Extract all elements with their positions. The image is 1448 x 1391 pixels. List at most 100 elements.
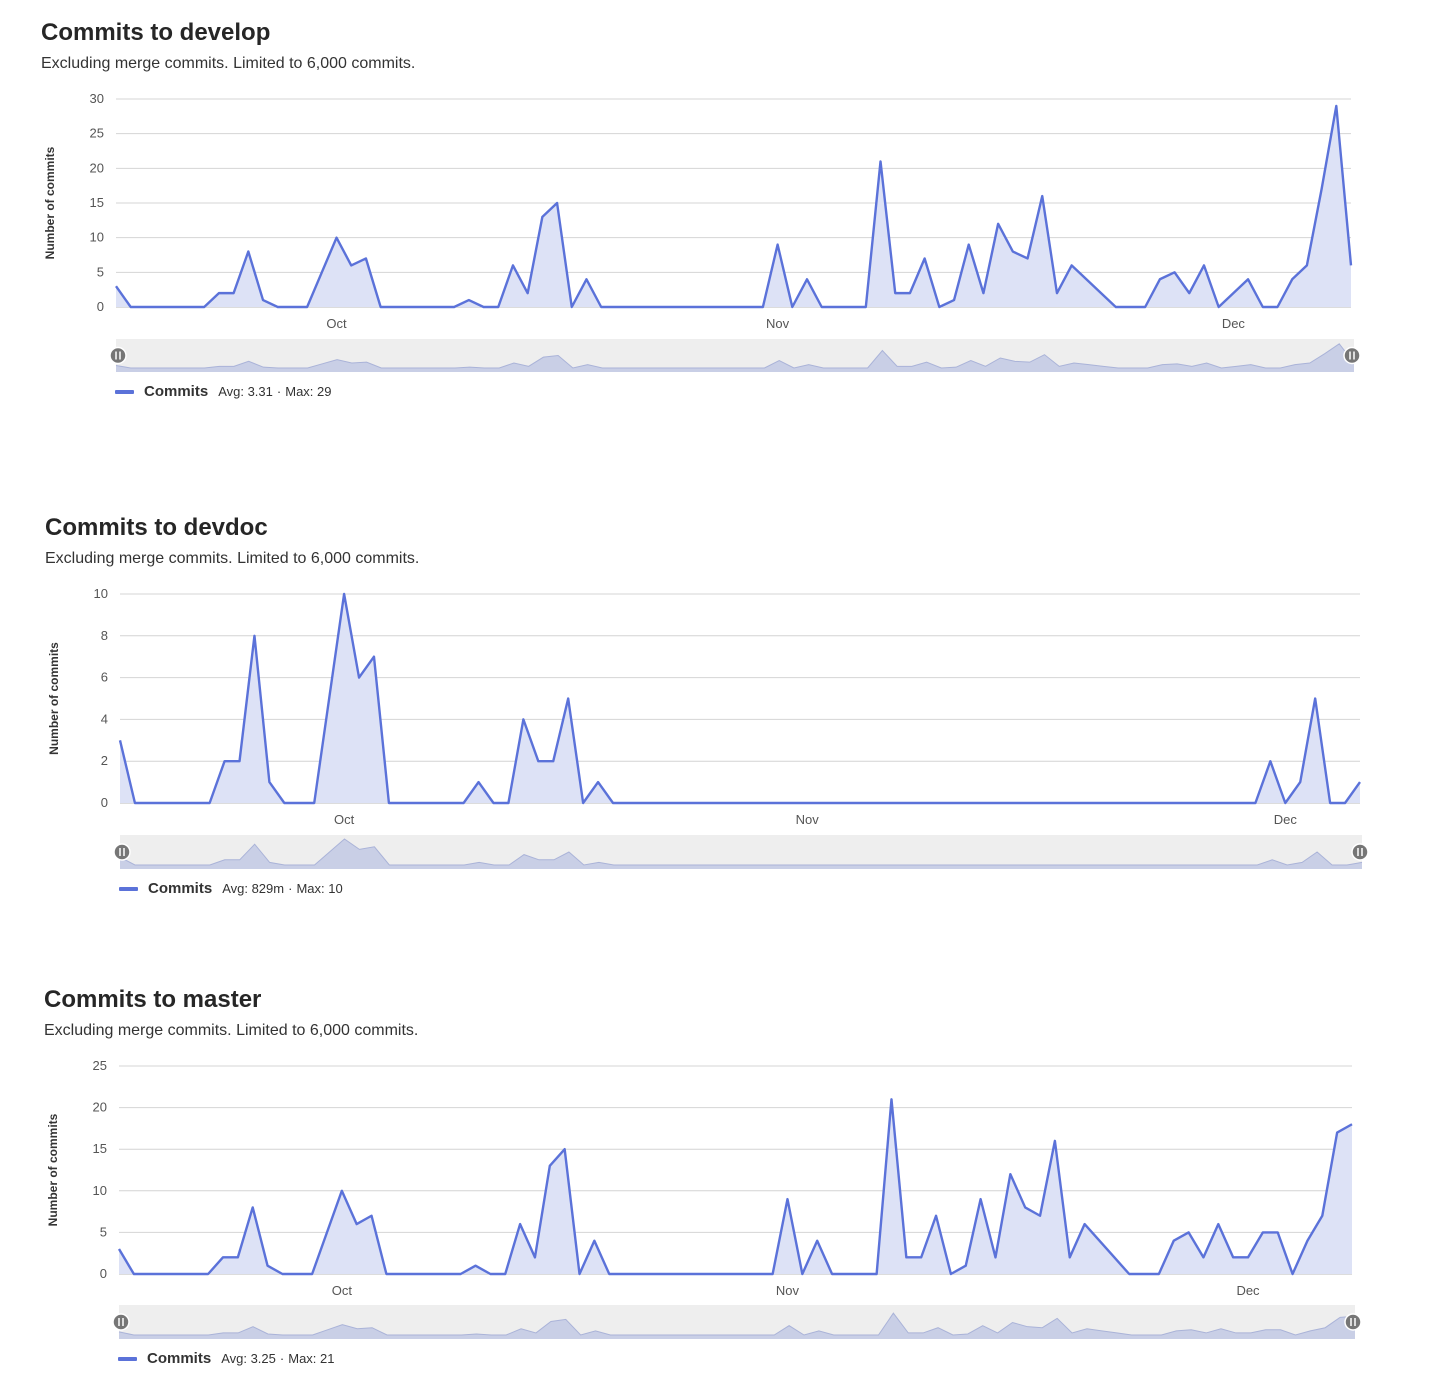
data-point[interactable] xyxy=(694,1270,702,1278)
data-point[interactable] xyxy=(991,1253,999,1261)
data-point[interactable] xyxy=(338,1187,346,1195)
data-point[interactable] xyxy=(783,1195,791,1203)
legend-series-name[interactable]: Commits xyxy=(144,383,209,400)
data-point[interactable] xyxy=(1289,1270,1297,1278)
data-point[interactable] xyxy=(501,1270,509,1278)
data-point[interactable] xyxy=(1199,1253,1207,1261)
series-line[interactable] xyxy=(115,104,1353,309)
data-point[interactable] xyxy=(1333,1129,1341,1137)
data-point[interactable] xyxy=(813,1237,821,1245)
data-point[interactable] xyxy=(308,1270,316,1278)
legend[interactable]: Commits Avg: 3.25 · Max: 21 xyxy=(118,1350,334,1367)
data-point[interactable] xyxy=(1036,1212,1044,1220)
data-point[interactable] xyxy=(724,1270,732,1278)
data-point[interactable] xyxy=(546,1162,554,1170)
data-point[interactable] xyxy=(160,1270,168,1278)
data-point[interactable] xyxy=(174,1270,182,1278)
data-point[interactable] xyxy=(1021,1203,1029,1211)
data-point[interactable] xyxy=(368,1212,376,1220)
data-point[interactable] xyxy=(873,1270,881,1278)
data-point[interactable] xyxy=(709,1270,717,1278)
data-point[interactable] xyxy=(1348,1120,1356,1128)
data-point[interactable] xyxy=(1229,1253,1237,1261)
data-point[interactable] xyxy=(887,1095,895,1103)
data-point[interactable] xyxy=(561,1145,569,1153)
legend[interactable]: Commits Avg: 3.31 · Max: 29 xyxy=(115,383,331,400)
data-point[interactable] xyxy=(1274,1228,1282,1236)
zoom-handle-left[interactable] xyxy=(112,1313,130,1331)
data-point[interactable] xyxy=(353,1220,361,1228)
data-point[interactable] xyxy=(115,1245,123,1253)
data-point[interactable] xyxy=(1244,1253,1252,1261)
data-point[interactable] xyxy=(843,1270,851,1278)
legend-series-name[interactable]: Commits xyxy=(147,1350,212,1367)
data-point[interactable] xyxy=(130,1270,138,1278)
data-point[interactable] xyxy=(472,1262,480,1270)
data-point[interactable] xyxy=(486,1270,494,1278)
data-point[interactable] xyxy=(427,1270,435,1278)
data-point[interactable] xyxy=(397,1270,405,1278)
data-point[interactable] xyxy=(1155,1270,1163,1278)
data-point[interactable] xyxy=(605,1270,613,1278)
zoom-handle-right[interactable] xyxy=(1351,843,1369,861)
data-point[interactable] xyxy=(1214,1220,1222,1228)
data-point[interactable] xyxy=(442,1270,450,1278)
data-point[interactable] xyxy=(680,1270,688,1278)
data-point[interactable] xyxy=(516,1220,524,1228)
data-point[interactable] xyxy=(1318,1212,1326,1220)
data-point[interactable] xyxy=(902,1253,910,1261)
legend[interactable]: Commits Avg: 829m · Max: 10 xyxy=(119,880,343,897)
data-point[interactable] xyxy=(962,1262,970,1270)
data-point[interactable] xyxy=(412,1270,420,1278)
data-point[interactable] xyxy=(858,1270,866,1278)
data-point[interactable] xyxy=(1006,1170,1014,1178)
zoom-handle-right[interactable] xyxy=(1343,346,1361,365)
data-point[interactable] xyxy=(932,1212,940,1220)
data-point[interactable] xyxy=(219,1253,227,1261)
data-point[interactable] xyxy=(635,1270,643,1278)
data-point[interactable] xyxy=(947,1270,955,1278)
commits-chart[interactable]: 0 5 10 15 20 25 30 Number of commits Oct Nov Dec xyxy=(0,0,1448,480)
zoom-handle-left[interactable] xyxy=(113,843,131,861)
series-line[interactable] xyxy=(118,592,1361,805)
data-point[interactable] xyxy=(828,1270,836,1278)
data-point[interactable] xyxy=(382,1270,390,1278)
data-point[interactable] xyxy=(754,1270,762,1278)
data-point[interactable] xyxy=(293,1270,301,1278)
data-point[interactable] xyxy=(1066,1253,1074,1261)
data-point[interactable] xyxy=(576,1270,584,1278)
data-point[interactable] xyxy=(204,1270,212,1278)
data-point[interactable] xyxy=(798,1270,806,1278)
data-point[interactable] xyxy=(234,1253,242,1261)
data-point[interactable] xyxy=(1185,1228,1193,1236)
data-point[interactable] xyxy=(977,1195,985,1203)
data-point[interactable] xyxy=(917,1253,925,1261)
data-point[interactable] xyxy=(264,1262,272,1270)
data-point[interactable] xyxy=(457,1270,465,1278)
data-point[interactable] xyxy=(145,1270,153,1278)
data-point[interactable] xyxy=(249,1203,257,1211)
data-point[interactable] xyxy=(739,1270,747,1278)
data-point[interactable] xyxy=(1140,1270,1148,1278)
data-point[interactable] xyxy=(1259,1228,1267,1236)
data-point[interactable] xyxy=(1170,1237,1178,1245)
data-point[interactable] xyxy=(189,1270,197,1278)
data-point[interactable] xyxy=(1081,1220,1089,1228)
data-point[interactable] xyxy=(531,1253,539,1261)
data-point[interactable] xyxy=(590,1237,598,1245)
data-point[interactable] xyxy=(620,1270,628,1278)
data-point[interactable] xyxy=(1051,1137,1059,1145)
data-point[interactable] xyxy=(1110,1253,1118,1261)
data-point[interactable] xyxy=(1095,1237,1103,1245)
zoom-handle-right[interactable] xyxy=(1344,1313,1362,1331)
data-point[interactable] xyxy=(1125,1270,1133,1278)
data-point[interactable] xyxy=(323,1228,331,1236)
legend-series-name[interactable]: Commits xyxy=(148,880,213,897)
series-line[interactable] xyxy=(117,1098,1353,1276)
data-point[interactable] xyxy=(650,1270,658,1278)
data-point[interactable] xyxy=(278,1270,286,1278)
data-point[interactable] xyxy=(665,1270,673,1278)
data-point[interactable] xyxy=(1303,1237,1311,1245)
